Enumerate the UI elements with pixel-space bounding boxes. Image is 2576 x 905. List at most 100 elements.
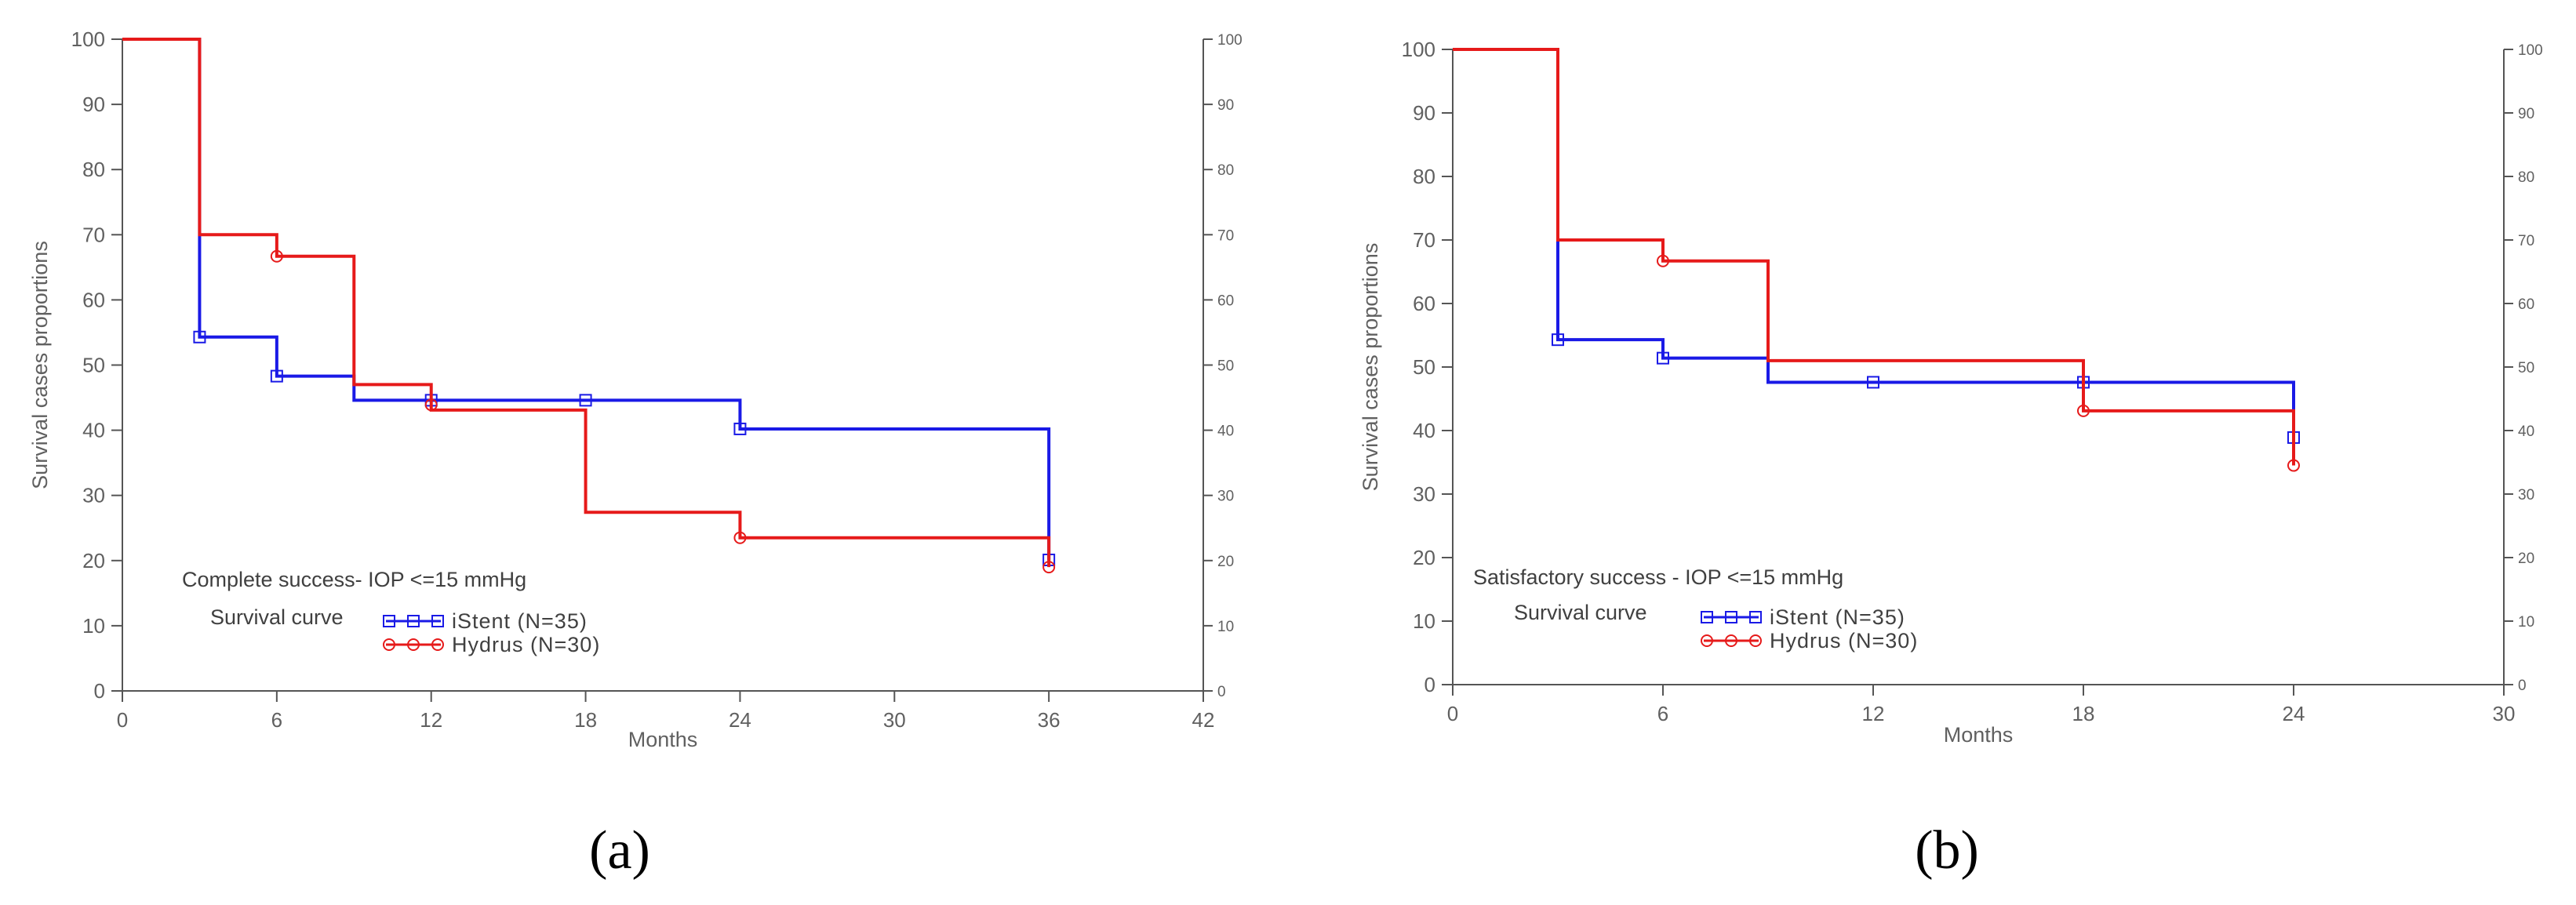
y-tick-label-left: 40 (1413, 419, 1435, 442)
x-tick-label: 36 (1038, 708, 1061, 732)
legend-swatch-marker (407, 615, 420, 627)
series-line-istent (122, 38, 1051, 560)
censor-marker-istent (193, 330, 206, 343)
legend-swatch-marker (383, 638, 395, 651)
y-tick-label-left: 40 (82, 419, 105, 442)
censor-marker-istent (733, 422, 747, 435)
censor-marker-istent (270, 369, 283, 383)
legend-swatch-marker (1701, 611, 1713, 623)
y-tick-label-left: 100 (1402, 38, 1435, 61)
y-tick-label-left: 20 (1413, 546, 1435, 569)
y-tick-label-right: 70 (2518, 233, 2534, 249)
censor-marker-hydrus (1657, 254, 1669, 267)
legend-title: Survival curve (1514, 601, 1647, 624)
legend-swatch-marker (431, 615, 444, 627)
legend-swatch-marker (1725, 611, 1737, 623)
censor-marker-istent (1657, 351, 1669, 365)
y-tick-label-left: 30 (1413, 482, 1435, 506)
y-tick-label-right: 60 (2518, 296, 2534, 313)
x-tick-label: 6 (271, 708, 282, 732)
legend-entry-hydrus: Hydrus (N=30) (1770, 629, 1918, 652)
y-tick-label-right: 100 (2518, 42, 2543, 59)
y-tick-label-left: 50 (82, 354, 105, 377)
y-tick-label-right: 60 (1217, 293, 1234, 309)
y-tick-label-right: 0 (2518, 678, 2527, 694)
censor-marker-hydrus (2287, 459, 2300, 472)
y-tick-label-right: 0 (1217, 684, 1226, 700)
legend-entry-istent: iStent (N=35) (452, 609, 588, 633)
y-tick-label-left: 70 (1413, 228, 1435, 252)
y-tick-label-right: 30 (1217, 489, 1234, 505)
y-tick-label-left: 70 (82, 223, 105, 246)
censor-marker-hydrus (1042, 561, 1056, 574)
x-tick-label: 12 (420, 708, 442, 732)
x-tick-label: 30 (883, 708, 906, 732)
censor-marker-istent (1552, 333, 1564, 347)
legend-swatch-marker (1749, 634, 1762, 647)
y-tick-label-right: 90 (2518, 106, 2534, 122)
censor-marker-istent (1867, 376, 1879, 389)
chart-title: Satisfactory success - IOP <=15 mmHg (1473, 565, 1843, 589)
y-tick-label-right: 20 (2518, 551, 2534, 567)
y-axis-label: Survival cases proportions (28, 241, 52, 489)
chart-title: Complete success- IOP <=15 mmHg (182, 568, 526, 591)
panel-label: (b) (1915, 820, 1979, 881)
y-tick-label-left: 20 (82, 549, 105, 572)
legend-entry-istent: iStent (N=35) (1770, 605, 1905, 629)
series-line-hydrus (122, 38, 1051, 568)
legend-swatch-marker (1701, 634, 1713, 647)
x-axis-label: Months (628, 728, 698, 751)
x-tick-label: 12 (1862, 702, 1885, 725)
y-axis-label: Survival cases proportions (1359, 243, 1382, 492)
y-tick-label-right: 80 (2518, 169, 2534, 186)
legend-swatch-marker (407, 638, 420, 651)
y-tick-label-right: 10 (2518, 614, 2534, 631)
x-tick-label: 0 (1447, 702, 1458, 725)
x-tick-label: 18 (2072, 702, 2095, 725)
x-tick-label: 0 (117, 708, 128, 732)
y-tick-label-right: 50 (2518, 360, 2534, 376)
y-tick-label-left: 50 (1413, 355, 1435, 379)
censor-marker-hydrus (2077, 404, 2090, 417)
series-line-hydrus (1453, 48, 2295, 466)
censor-marker-istent (579, 394, 592, 407)
legend-entry-hydrus: Hydrus (N=30) (452, 633, 600, 656)
y-tick-label-right: 100 (1217, 32, 1243, 49)
legend-swatch-marker (1749, 611, 1762, 623)
y-tick-label-left: 80 (1413, 165, 1435, 188)
y-tick-label-left: 60 (82, 288, 105, 311)
y-tick-label-left: 90 (82, 93, 105, 116)
x-tick-label: 24 (2283, 702, 2305, 725)
x-tick-label: 18 (574, 708, 597, 732)
y-tick-label-right: 30 (2518, 487, 2534, 503)
panel-label: (a) (589, 820, 650, 881)
y-tick-label-left: 0 (94, 679, 105, 703)
y-tick-label-left: 30 (82, 484, 105, 507)
x-axis-label: Months (1944, 723, 2014, 747)
y-tick-label-right: 50 (1217, 358, 1234, 375)
y-tick-label-left: 90 (1413, 101, 1435, 125)
y-tick-label-left: 10 (82, 614, 105, 638)
y-tick-label-right: 80 (1217, 162, 1234, 179)
y-tick-label-right: 40 (1217, 423, 1234, 440)
x-tick-label: 24 (729, 708, 751, 732)
y-tick-label-left: 60 (1413, 292, 1435, 315)
legend-title: Survival curve (210, 605, 344, 629)
x-tick-label: 30 (2493, 702, 2516, 725)
y-tick-label-right: 70 (1217, 227, 1234, 244)
censor-marker-hydrus (270, 249, 283, 263)
x-tick-label: 42 (1192, 708, 1215, 732)
x-tick-label: 6 (1657, 702, 1668, 725)
y-tick-label-left: 100 (71, 27, 105, 51)
y-tick-label-right: 10 (1217, 619, 1234, 635)
y-tick-label-right: 20 (1217, 554, 1234, 570)
legend-swatch-marker (431, 638, 444, 651)
censor-marker-hydrus (733, 531, 747, 544)
y-tick-label-right: 40 (2518, 423, 2534, 440)
y-tick-label-left: 80 (82, 158, 105, 181)
censor-marker-hydrus (424, 398, 438, 412)
y-tick-label-left: 0 (1424, 673, 1435, 696)
